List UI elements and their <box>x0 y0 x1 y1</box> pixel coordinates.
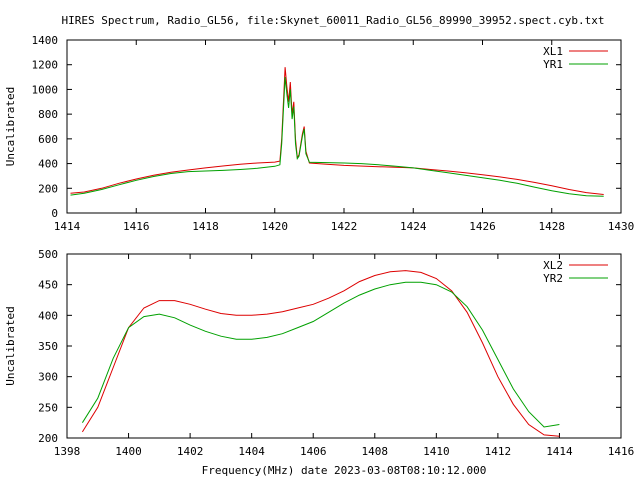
y-tick-label: 350 <box>38 340 58 353</box>
legend-label-xl1: XL1 <box>543 45 563 58</box>
y-tick-label: 200 <box>38 432 58 445</box>
x-tick-label: 1408 <box>362 445 389 458</box>
x-tick-label: 1406 <box>300 445 327 458</box>
y-tick-label: 300 <box>38 371 58 384</box>
y-tick-label: 200 <box>38 182 58 195</box>
y-axis-label: Uncalibrated <box>4 87 17 166</box>
y-tick-label: 1200 <box>32 59 59 72</box>
series-line-yr2 <box>81 281 560 428</box>
series-line-xl1 <box>70 67 604 195</box>
x-tick-label: 1424 <box>400 220 427 233</box>
x-tick-label: 1412 <box>485 445 512 458</box>
x-tick-label: 1404 <box>238 445 265 458</box>
x-tick-label: 1426 <box>469 220 496 233</box>
legend-label-xl2: XL2 <box>543 259 563 272</box>
x-tick-label: 1422 <box>331 220 358 233</box>
y-tick-label: 600 <box>38 133 58 146</box>
x-tick-label: 1420 <box>262 220 289 233</box>
x-tick-label: 1398 <box>54 445 81 458</box>
x-tick-label: 1418 <box>192 220 219 233</box>
x-tick-label: 1416 <box>608 445 635 458</box>
y-tick-label: 1000 <box>32 83 59 96</box>
y-tick-label: 250 <box>38 401 58 414</box>
y-tick-label: 450 <box>38 279 58 292</box>
y-axis-label: Uncalibrated <box>4 306 17 385</box>
y-tick-label: 400 <box>38 309 58 322</box>
series-line-xl2 <box>81 270 560 437</box>
x-tick-label: 1430 <box>608 220 635 233</box>
x-tick-label: 1414 <box>54 220 81 233</box>
y-tick-label: 400 <box>38 158 58 171</box>
x-tick-label: 1410 <box>423 445 450 458</box>
plot-top-xl1-yr1: 1414 1416 1418 1420 1422 1424 1426 1428 1430 0 200… <box>4 34 634 233</box>
x-axis-label: Frequency(MHz) date 2023-03-08T08:10:12.… <box>202 464 487 477</box>
plot-bottom-xl2-yr2: 1398 1400 1402 1404 1406 1408 1410 1412 1414 1416… <box>4 248 634 477</box>
x-tick-label: 1414 <box>546 445 573 458</box>
x-tick-label: 1428 <box>539 220 566 233</box>
legend-label-yr1: YR1 <box>543 58 563 71</box>
x-tick-label: 1416 <box>123 220 150 233</box>
chart-title: HIRES Spectrum, Radio_GL56, file:Skynet_… <box>61 14 604 27</box>
x-tick-label: 1400 <box>115 445 142 458</box>
plot-frame <box>66 39 622 214</box>
series-line-yr1 <box>70 77 604 197</box>
plot-frame <box>66 253 622 439</box>
y-tick-label: 1400 <box>32 34 59 47</box>
x-tick-label: 1402 <box>177 445 204 458</box>
y-tick-label: 800 <box>38 108 58 121</box>
y-tick-label: 0 <box>51 207 58 220</box>
legend-label-yr2: YR2 <box>543 272 563 285</box>
y-tick-label: 500 <box>38 248 58 261</box>
